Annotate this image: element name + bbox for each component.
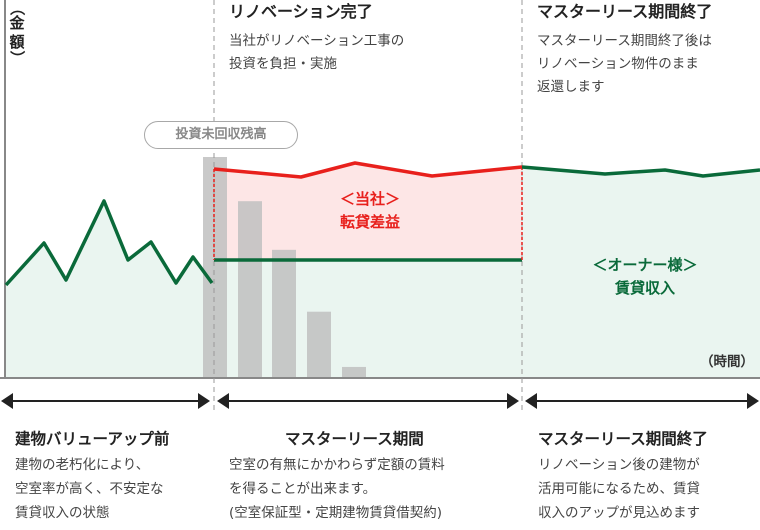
y-axis-label-char: ）: [8, 50, 26, 66]
period-arrow-lease: [217, 393, 519, 409]
phase-title-renovation: リノベーション完了: [229, 2, 373, 21]
owner-income-label: ＜オーナー様＞ 賃貸収入: [565, 254, 725, 300]
owner-label-line2: 賃貸収入: [614, 279, 675, 297]
company-spread-label: ＜当社＞ 転貸差益: [300, 188, 440, 234]
period-title-lease: マスターリース期間: [285, 430, 424, 448]
x-axis-label: （時間）: [700, 354, 754, 370]
investment-bar: [307, 311, 331, 378]
owner-label-line1: ＜オーナー様＞: [592, 256, 698, 274]
investment-bar: [238, 201, 262, 378]
investment-bar: [272, 249, 296, 378]
period-desc-lease: 空室の有無にかかわらず定額の賃料 を得ることが出来ます。 (空室保証型・定期建物…: [229, 457, 445, 521]
period-arrow-pre: [1, 393, 210, 409]
y-axis-label: （金額）: [8, 0, 26, 66]
company-spread-area-fill: [214, 163, 522, 260]
phase-desc-lease-end: マスターリース期間終了後は リノベーション物件のまま 返還します: [537, 33, 712, 95]
investment-bars: [203, 157, 366, 378]
phase-desc-renovation: 当社がリノベーション工事の 投資を負担・実施: [229, 33, 405, 72]
phase-title-lease-end: マスターリース期間終了: [537, 2, 713, 21]
owner-income-area-fill: [212, 260, 524, 378]
company-label-line2: 転貸差益: [339, 213, 400, 231]
post-lease-area-fill: [522, 167, 760, 378]
period-desc-pre: 建物の老朽化により、 空室率が高く、不安定な 賃貸収入の状態: [15, 457, 164, 521]
period-title-pre: 建物バリューアップ前: [15, 430, 170, 448]
pre-value-area-fill: [6, 201, 212, 378]
investment-bar: [203, 157, 227, 378]
company-rent-line: [213, 161, 523, 179]
pre-value-income-line: [4, 199, 214, 287]
unrecovered-investment-label: 投資未回収残高: [144, 121, 298, 149]
period-arrow-post: [525, 393, 759, 409]
y-axis-label-char: （: [8, 0, 26, 16]
period-desc-post: リノベーション後の建物が 活用可能になるため、賃貸 収入のアップが見込めます: [538, 457, 700, 521]
y-axis-label-char: 金: [9, 14, 25, 32]
period-title-post: マスターリース期間終了: [538, 430, 708, 448]
y-axis-label-char: 額: [9, 33, 25, 51]
post-lease-income-line: [521, 165, 760, 178]
investment-bar: [342, 366, 366, 378]
company-label-line1: ＜当社＞: [339, 190, 400, 208]
